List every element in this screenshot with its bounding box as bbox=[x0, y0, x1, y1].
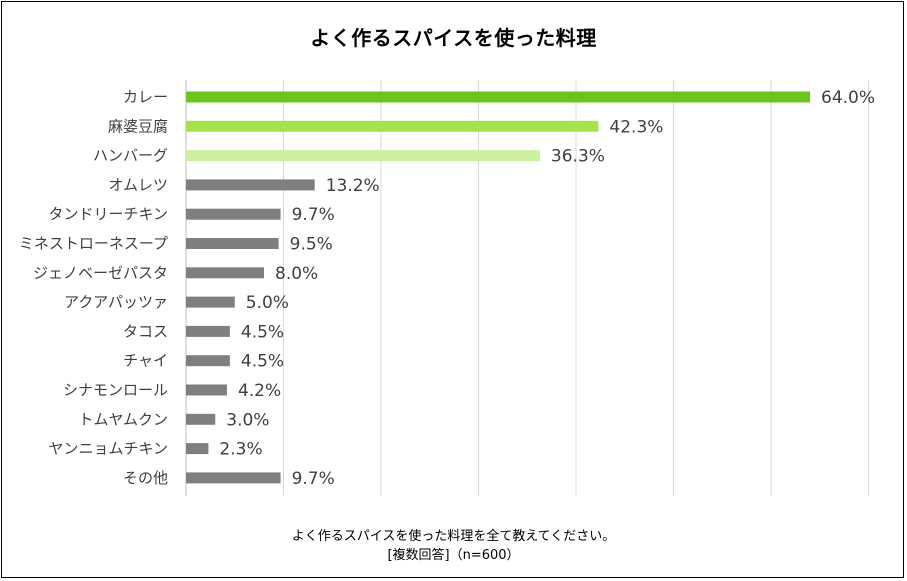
category-label: ヤンニョムチキン bbox=[48, 440, 168, 458]
survey-question: よく作るスパイスを使った料理を全て教えてください。 bbox=[291, 529, 616, 544]
bar bbox=[186, 413, 216, 425]
value-label: 64.0% bbox=[821, 88, 875, 108]
category-label: タコス bbox=[123, 322, 168, 340]
category-label: カレー bbox=[123, 88, 168, 106]
category-label: ジェノベーゼパスタ bbox=[33, 264, 168, 282]
value-label: 4.2% bbox=[238, 381, 281, 401]
category-label: ミネストローネスープ bbox=[19, 235, 168, 253]
bars bbox=[186, 91, 810, 484]
value-label: 9.7% bbox=[292, 205, 335, 225]
bar bbox=[186, 296, 235, 308]
category-label: アクアパッツァ bbox=[64, 293, 168, 311]
labels: カレー 64.0% 麻婆豆腐 42.3% ハンバーグ 36.3% オムレツ 13.2% タンドリ… bbox=[19, 88, 875, 489]
value-label: 42.3% bbox=[609, 117, 663, 137]
bar bbox=[186, 325, 230, 337]
value-label: 8.0% bbox=[275, 264, 318, 284]
bar bbox=[186, 179, 315, 191]
category-label: トムヤムクン bbox=[78, 410, 168, 428]
category-label: その他 bbox=[123, 469, 168, 487]
bar bbox=[186, 238, 279, 249]
bar bbox=[186, 472, 281, 484]
bar bbox=[186, 384, 227, 396]
category-label: ハンバーグ bbox=[93, 147, 168, 165]
category-label: タンドリーチキン bbox=[48, 205, 168, 223]
value-label: 2.3% bbox=[219, 440, 262, 460]
category-label: オムレツ bbox=[108, 176, 168, 194]
chart-title: よく作るスパイスを使った料理 bbox=[310, 26, 597, 50]
bar bbox=[186, 355, 230, 367]
category-label: シナモンロール bbox=[63, 381, 168, 399]
bar bbox=[186, 91, 810, 103]
survey-note: [複数回答]（n=600） bbox=[387, 548, 520, 563]
value-label: 13.2% bbox=[326, 176, 380, 196]
bar bbox=[186, 208, 281, 220]
value-label: 4.5% bbox=[241, 352, 284, 372]
bar bbox=[186, 150, 540, 162]
value-label: 9.5% bbox=[290, 235, 333, 255]
gridlines bbox=[185, 80, 869, 496]
value-label: 9.7% bbox=[292, 469, 335, 489]
category-label: チャイ bbox=[123, 352, 168, 370]
bar bbox=[186, 267, 264, 279]
value-label: 3.0% bbox=[226, 410, 269, 430]
value-label: 5.0% bbox=[246, 293, 289, 313]
value-label: 4.5% bbox=[241, 322, 284, 342]
category-label: 麻婆豆腐 bbox=[108, 117, 168, 135]
bar bbox=[186, 443, 209, 455]
value-label: 36.3% bbox=[551, 147, 605, 167]
bar bbox=[186, 120, 599, 132]
